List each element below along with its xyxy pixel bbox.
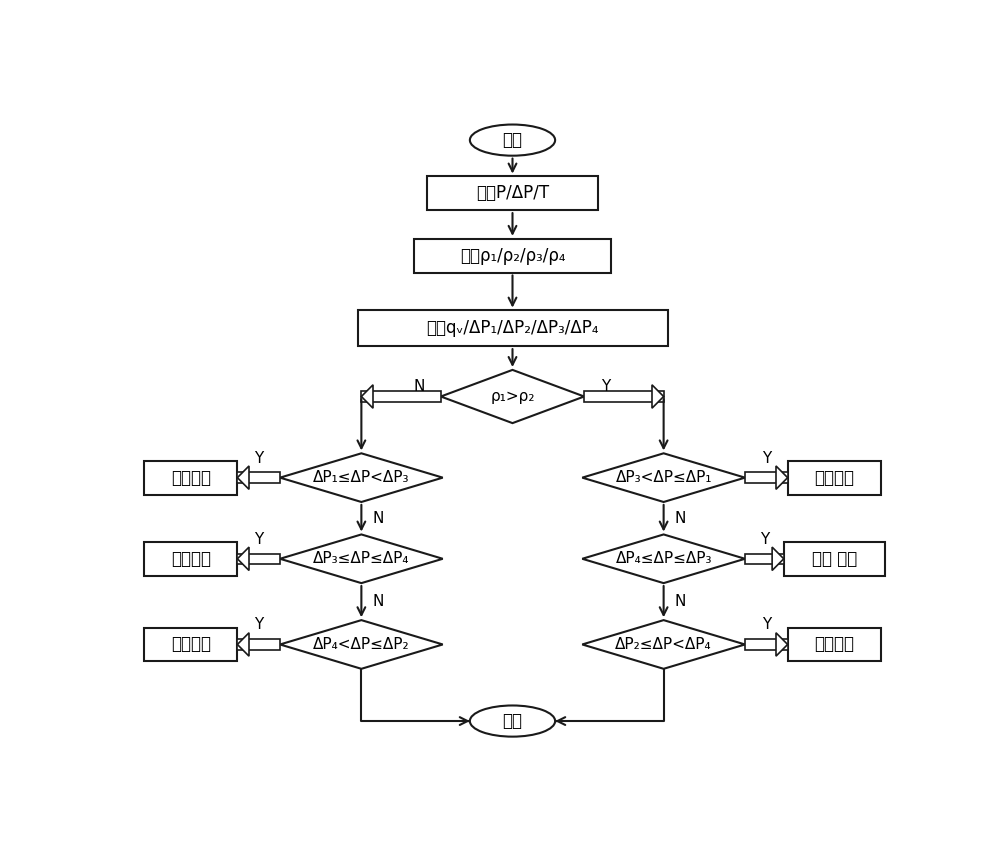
Text: ΔP₂≤ΔP<ΔP₄: ΔP₂≤ΔP<ΔP₄ bbox=[615, 637, 712, 652]
Text: Y: Y bbox=[254, 617, 263, 632]
Text: ρ₁>ρ₂: ρ₁>ρ₂ bbox=[490, 389, 535, 404]
Ellipse shape bbox=[470, 125, 555, 156]
Polygon shape bbox=[582, 534, 745, 583]
Text: N: N bbox=[413, 379, 425, 395]
Text: Y: Y bbox=[601, 379, 611, 395]
Text: 进油罐三: 进油罐三 bbox=[814, 636, 854, 653]
Text: N: N bbox=[373, 511, 384, 526]
Text: 开始: 开始 bbox=[503, 132, 522, 149]
Text: ΔP₄≤ΔP≤ΔP₃: ΔP₄≤ΔP≤ΔP₃ bbox=[615, 551, 712, 566]
Bar bbox=[788, 461, 881, 495]
Text: ΔP₁≤ΔP<ΔP₃: ΔP₁≤ΔP<ΔP₃ bbox=[313, 470, 410, 485]
Bar bbox=[584, 391, 664, 402]
Bar bbox=[427, 176, 598, 210]
Bar bbox=[784, 542, 885, 576]
Polygon shape bbox=[280, 620, 443, 668]
Text: N: N bbox=[675, 511, 686, 526]
Bar bbox=[144, 542, 237, 576]
Bar bbox=[414, 239, 611, 272]
Bar bbox=[237, 472, 280, 483]
Polygon shape bbox=[582, 454, 745, 502]
Bar bbox=[745, 639, 788, 650]
Text: 进油 罐二: 进油 罐二 bbox=[812, 550, 857, 568]
Bar bbox=[361, 391, 441, 402]
Polygon shape bbox=[776, 633, 788, 656]
Text: ΔP₃<ΔP≤ΔP₁: ΔP₃<ΔP≤ΔP₁ bbox=[615, 470, 712, 485]
Text: 输入ρ₁/ρ₂/ρ₃/ρ₄: 输入ρ₁/ρ₂/ρ₃/ρ₄ bbox=[460, 247, 565, 265]
Text: 结束: 结束 bbox=[503, 712, 522, 730]
Polygon shape bbox=[582, 620, 745, 668]
Text: Y: Y bbox=[254, 451, 263, 465]
Bar bbox=[788, 627, 881, 662]
Text: 进油罐五: 进油罐五 bbox=[171, 550, 211, 568]
Text: 进油罐六: 进油罐六 bbox=[171, 636, 211, 653]
Text: ΔP₃≤ΔP≤ΔP₄: ΔP₃≤ΔP≤ΔP₄ bbox=[313, 551, 410, 566]
Bar bbox=[144, 461, 237, 495]
Polygon shape bbox=[280, 454, 443, 502]
Text: ΔP₄<ΔP≤ΔP₂: ΔP₄<ΔP≤ΔP₂ bbox=[313, 637, 410, 652]
Polygon shape bbox=[361, 384, 373, 408]
Bar bbox=[358, 310, 668, 346]
Ellipse shape bbox=[470, 706, 555, 737]
Text: N: N bbox=[373, 594, 384, 609]
Text: 进油罐一: 进油罐一 bbox=[814, 469, 854, 486]
Text: Y: Y bbox=[254, 532, 263, 547]
Text: Y: Y bbox=[762, 617, 771, 632]
Polygon shape bbox=[237, 466, 249, 489]
Text: 读取P/ΔP/T: 读取P/ΔP/T bbox=[476, 185, 549, 202]
Polygon shape bbox=[237, 633, 249, 656]
Text: 进油罐四: 进油罐四 bbox=[171, 469, 211, 486]
Bar bbox=[745, 554, 784, 564]
Bar bbox=[144, 627, 237, 662]
Polygon shape bbox=[652, 384, 664, 408]
Polygon shape bbox=[280, 534, 443, 583]
Bar bbox=[237, 554, 280, 564]
Polygon shape bbox=[441, 370, 584, 423]
Bar bbox=[745, 472, 788, 483]
Text: 计算qᵥ/ΔP₁/ΔP₂/ΔP₃/ΔP₄: 计算qᵥ/ΔP₁/ΔP₂/ΔP₃/ΔP₄ bbox=[426, 319, 599, 337]
Polygon shape bbox=[237, 547, 249, 571]
Polygon shape bbox=[772, 547, 784, 571]
Text: N: N bbox=[675, 594, 686, 609]
Text: Y: Y bbox=[760, 532, 769, 547]
Text: Y: Y bbox=[762, 451, 771, 465]
Bar bbox=[237, 639, 280, 650]
Polygon shape bbox=[776, 466, 788, 489]
